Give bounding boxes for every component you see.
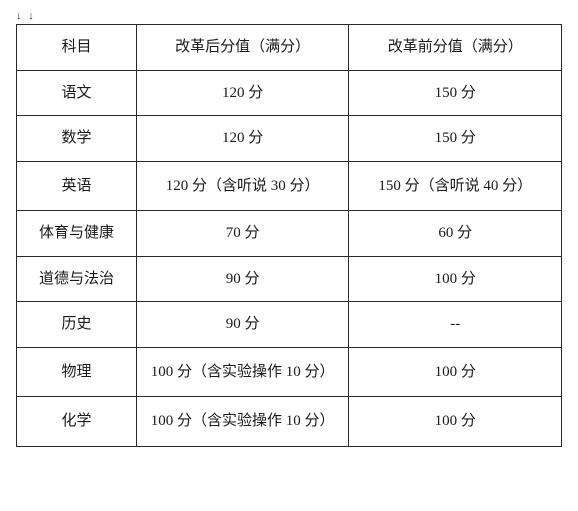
cell-after: 120 分 [136,116,349,162]
cell-after: 120 分 [136,70,349,116]
cell-after: 120 分（含听说 30 分） [136,161,349,211]
table-row: 道德与法治 90 分 100 分 [17,256,562,302]
cell-subject: 道德与法治 [17,256,137,302]
header-after: 改革后分值（满分） [136,25,349,71]
cell-after: 100 分（含实验操作 10 分） [136,397,349,447]
cell-before: 100 分 [349,347,562,397]
table-row: 英语 120 分（含听说 30 分） 150 分（含听说 40 分） [17,161,562,211]
top-marks: ↓ ↓ [16,10,562,22]
cell-before: 60 分 [349,211,562,257]
cell-subject: 物理 [17,347,137,397]
cell-subject: 历史 [17,302,137,348]
cell-before: 150 分 [349,70,562,116]
table-row: 数学 120 分 150 分 [17,116,562,162]
cell-after: 70 分 [136,211,349,257]
table-header-row: 科目 改革后分值（满分） 改革前分值（满分） [17,25,562,71]
cell-before: 100 分 [349,256,562,302]
cell-before: 150 分 [349,116,562,162]
score-table: 科目 改革后分值（满分） 改革前分值（满分） 语文 120 分 150 分 数学… [16,24,562,447]
cell-after: 90 分 [136,256,349,302]
table-row: 化学 100 分（含实验操作 10 分） 100 分 [17,397,562,447]
cell-subject: 化学 [17,397,137,447]
cell-subject: 英语 [17,161,137,211]
cell-subject: 数学 [17,116,137,162]
header-before: 改革前分值（满分） [349,25,562,71]
cell-before: 100 分 [349,397,562,447]
table-row: 语文 120 分 150 分 [17,70,562,116]
cell-before: -- [349,302,562,348]
table-row: 历史 90 分 -- [17,302,562,348]
table-row: 体育与健康 70 分 60 分 [17,211,562,257]
cell-subject: 语文 [17,70,137,116]
cell-before: 150 分（含听说 40 分） [349,161,562,211]
header-subject: 科目 [17,25,137,71]
cell-subject: 体育与健康 [17,211,137,257]
table-row: 物理 100 分（含实验操作 10 分） 100 分 [17,347,562,397]
cell-after: 90 分 [136,302,349,348]
cell-after: 100 分（含实验操作 10 分） [136,347,349,397]
